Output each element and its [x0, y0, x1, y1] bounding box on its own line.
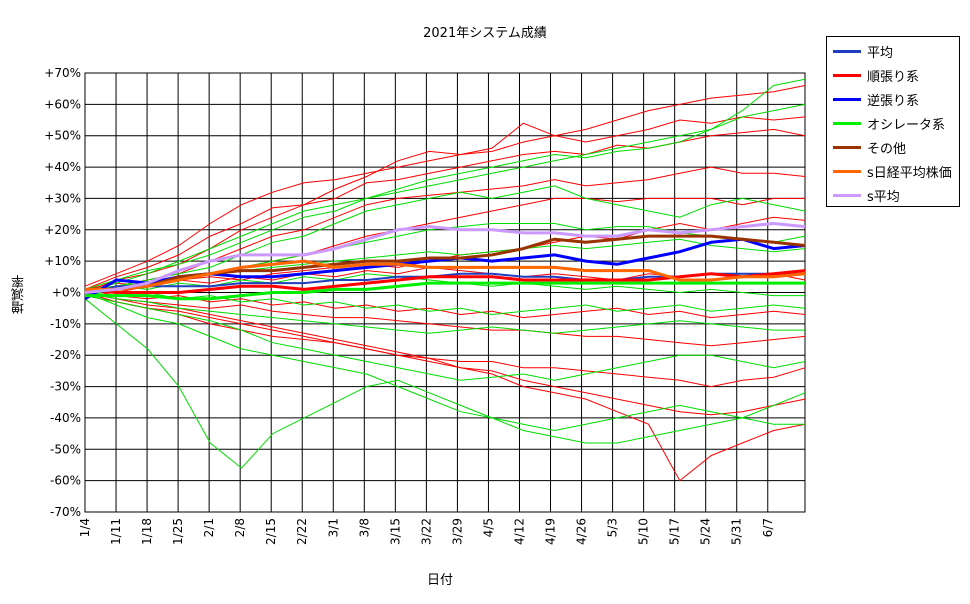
legend-swatch [833, 97, 861, 101]
system-line-14 [84, 103, 806, 290]
legend-item: 平均 [827, 39, 959, 63]
legend-item: その他 [827, 135, 959, 159]
x-tick-label: 1/18 [140, 518, 154, 545]
y-tick-label: +30% [44, 191, 81, 205]
system-line-18 [84, 292, 805, 432]
y-tick-label: +40% [44, 160, 81, 174]
x-tick-label: 5/17 [668, 518, 682, 545]
legend-label: 逆張り系 [867, 93, 920, 109]
series-line-7 [84, 222, 806, 294]
legend-swatch [833, 169, 861, 173]
system-line-10 [84, 292, 806, 482]
y-tick-label: +20% [44, 223, 81, 237]
system-line-22 [84, 291, 806, 316]
system-line-12 [84, 292, 806, 319]
legend-item: 順張り系 [827, 63, 959, 87]
legend-swatch [833, 193, 861, 197]
y-tick-label: -20% [50, 348, 81, 362]
system-line-20 [84, 292, 805, 334]
series-line-6 [85, 259, 806, 291]
x-tick-label: 4/12 [512, 518, 526, 545]
legend-swatch [833, 73, 861, 77]
x-tick-label: 3/22 [419, 518, 433, 545]
y-tick-label: +50% [44, 129, 81, 143]
y-tick-label: -30% [50, 380, 81, 394]
legend-item: s平均 [827, 183, 959, 207]
y-tick-label: +70% [44, 66, 81, 80]
x-tick-label: 2/1 [202, 518, 216, 537]
y-tick-label: +10% [44, 254, 81, 268]
x-tick-label: 2/22 [295, 518, 309, 545]
legend-label: s日経平均株価 [867, 165, 952, 181]
system-line-7 [84, 292, 806, 347]
system-line-9 [84, 295, 806, 416]
legend-swatch [833, 49, 861, 53]
legend-label: 順張り系 [867, 69, 920, 85]
legend-label: その他 [867, 141, 907, 157]
legend-item: オシレータ系 [827, 111, 959, 135]
series-line-4 [85, 281, 805, 301]
x-tick-label: 3/1 [326, 518, 340, 537]
y-tick-label: -60% [50, 474, 81, 488]
system-line-19 [84, 295, 806, 381]
legend-swatch [833, 121, 861, 125]
y-tick-label: -40% [50, 411, 81, 425]
series-line-2 [84, 269, 806, 294]
x-tick-label: 4/26 [575, 518, 589, 545]
legend-label: 平均 [867, 45, 894, 61]
system-line-8 [84, 292, 806, 388]
y-tick-label: -10% [50, 317, 81, 331]
x-tick-label: 1/4 [78, 518, 92, 537]
legend-label: s平均 [867, 189, 900, 205]
x-tick-label: 1/11 [109, 518, 123, 545]
x-axis-label: 日付 [426, 573, 453, 588]
x-tick-label: 4/5 [481, 518, 495, 537]
x-tick-label: 3/29 [450, 518, 464, 545]
x-tick-label: 5/3 [606, 518, 620, 537]
chart-legend: 平均順張り系逆張り系オシレータ系 その他 s日経平均株価 s平均 [826, 36, 960, 207]
system-line-2 [84, 116, 806, 290]
system-line-15 [84, 185, 806, 293]
x-tick-label: 1/25 [171, 518, 185, 545]
chart-title: 2021年システム成績 [423, 26, 547, 41]
x-tick-label: 3/8 [357, 518, 371, 537]
x-tick-label: 5/31 [730, 518, 744, 545]
x-tick-label: 6/7 [761, 518, 775, 537]
x-tick-label: 5/24 [699, 518, 713, 545]
y-tick-label: +0% [52, 286, 81, 300]
system-line-13 [84, 78, 806, 293]
x-tick-label: 4/19 [544, 518, 558, 545]
x-tick-label: 3/15 [388, 518, 402, 545]
y-tick-label: +60% [44, 97, 81, 111]
legend-swatch [833, 145, 861, 149]
system-line-1 [84, 85, 806, 287]
x-tick-label: 2/15 [264, 518, 278, 545]
legend-label: オシレータ系 [867, 117, 946, 133]
y-tick-label: -70% [50, 505, 81, 519]
system-line-17 [84, 298, 806, 469]
legend-item: 逆張り系 [827, 87, 959, 111]
x-tick-label: 2/8 [233, 518, 247, 537]
x-tick-label: 5/10 [637, 518, 651, 545]
y-tick-label: -50% [50, 442, 81, 456]
legend-item: s日経平均株価 [827, 159, 959, 183]
